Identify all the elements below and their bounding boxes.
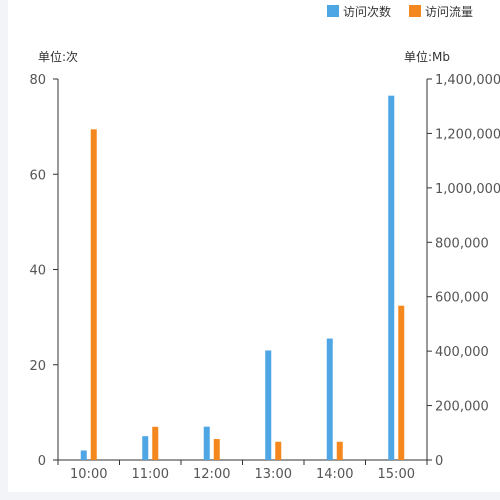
left-axis-tick-label: 20 bbox=[29, 359, 46, 374]
legend-label-visits: 访问次数 bbox=[343, 4, 391, 19]
bar-visits[interactable] bbox=[326, 338, 333, 460]
legend-swatch-visits bbox=[327, 5, 339, 17]
x-axis-category-label: 15:00 bbox=[378, 467, 415, 482]
bar-visits[interactable] bbox=[80, 450, 87, 460]
legend[interactable]: 访问次数 访问流量 bbox=[327, 4, 473, 19]
x-axis-category-label: 13:00 bbox=[255, 467, 292, 482]
bar-visits[interactable] bbox=[265, 350, 272, 460]
legend-swatch-traffic bbox=[409, 5, 421, 17]
left-axis-tick-label: 80 bbox=[29, 73, 46, 88]
bar-traffic[interactable] bbox=[336, 441, 343, 460]
bar-traffic[interactable] bbox=[213, 439, 220, 460]
left-axis-tick-label: 60 bbox=[29, 168, 46, 183]
bar-traffic[interactable] bbox=[398, 305, 405, 460]
right-axis-tick-label: 1,000,000 bbox=[435, 182, 500, 197]
legend-item-visits[interactable]: 访问次数 bbox=[327, 4, 391, 19]
bar-visits[interactable] bbox=[203, 426, 210, 460]
legend-item-traffic[interactable]: 访问流量 bbox=[409, 5, 473, 19]
right-axis-tick-label: 1,400,000 bbox=[435, 73, 500, 88]
x-axis-category-label: 11:00 bbox=[132, 467, 169, 482]
left-axis-ticks: 0 20 40 60 80 bbox=[29, 73, 58, 469]
left-axis-tick-label: 0 bbox=[38, 454, 46, 469]
left-axis-tick-label: 40 bbox=[29, 264, 46, 279]
x-axis-ticks: 10:00 11:00 12:00 13:00 14:00 15:00 bbox=[57, 460, 428, 482]
right-axis-tick-label: 600,000 bbox=[435, 291, 489, 306]
bar-traffic[interactable] bbox=[90, 129, 97, 460]
bars bbox=[80, 95, 405, 460]
legend-label-traffic: 访问流量 bbox=[425, 5, 473, 19]
right-axis-tick-label: 1,200,000 bbox=[435, 127, 500, 142]
right-axis-ticks: 0 200,000 400,000 600,000 800,000 1,000,000 1,… bbox=[427, 73, 500, 469]
right-axis-tick-label: 200,000 bbox=[435, 400, 489, 415]
right-axis-tick-label: 0 bbox=[435, 454, 443, 469]
right-axis-unit-label: 单位:Mb bbox=[404, 49, 450, 64]
bottom-edge-strip bbox=[0, 492, 500, 500]
x-axis-category-label: 10:00 bbox=[70, 467, 107, 482]
bar-visits[interactable] bbox=[142, 436, 149, 460]
bar-traffic[interactable] bbox=[152, 426, 159, 460]
bar-traffic[interactable] bbox=[275, 441, 282, 460]
x-axis-category-label: 12:00 bbox=[193, 467, 230, 482]
bar-visits[interactable] bbox=[388, 95, 395, 460]
left-axis-unit-label: 单位:次 bbox=[38, 49, 78, 64]
right-axis-tick-label: 800,000 bbox=[435, 236, 489, 251]
left-edge-strip bbox=[0, 0, 8, 500]
x-axis-category-label: 14:00 bbox=[316, 467, 353, 482]
right-axis-tick-label: 400,000 bbox=[435, 345, 489, 360]
